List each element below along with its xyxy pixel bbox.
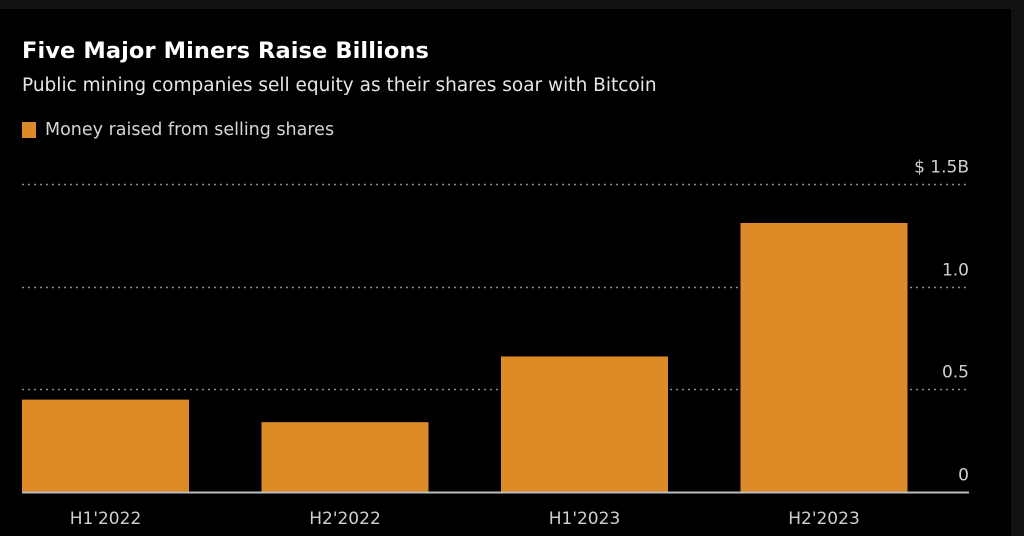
legend: Money raised from selling shares [22, 120, 334, 140]
x-tick-label: H1'2022 [70, 509, 142, 529]
chart-subtitle: Public mining companies sell equity as t… [22, 75, 657, 96]
axes: 0 0.5 1.0 $ 1.5B H1'2022 H2'2022 H1'2023 H2'202… [22, 158, 969, 529]
bars [22, 223, 908, 492]
bar-h1-2022 [22, 399, 189, 492]
y-tick-label: 0.5 [942, 363, 969, 383]
x-tick-label: H2'2023 [788, 509, 860, 529]
bar-h2-2023 [740, 223, 908, 492]
chart-title: Five Major Miners Raise Billions [22, 38, 429, 64]
y-tick-label: $ 1.5B [914, 158, 969, 178]
legend-swatch [22, 122, 36, 138]
bar-h1-2023 [501, 356, 668, 492]
gridlines [22, 183, 969, 391]
y-tick-label: 0 [958, 466, 969, 486]
x-tick-label: H1'2023 [549, 509, 621, 529]
y-tick-label: 1.0 [942, 261, 969, 281]
legend-label: Money raised from selling shares [45, 120, 335, 140]
x-tick-label: H2'2022 [309, 509, 381, 529]
bar-h2-2022 [261, 422, 429, 492]
